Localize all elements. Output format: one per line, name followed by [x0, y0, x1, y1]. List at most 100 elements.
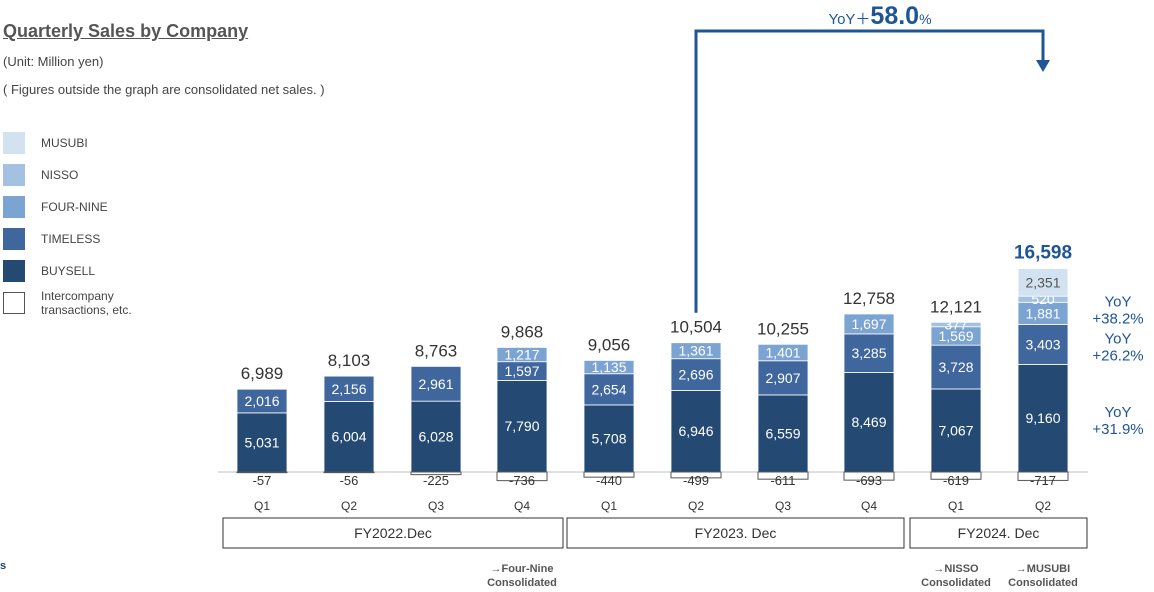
- legend-item-four-nine: FOUR-NINE: [3, 191, 161, 223]
- footnote-line1: →Four-Nine: [491, 563, 554, 575]
- bar-value-label: 2,156: [331, 381, 366, 397]
- legend-swatch-musubi: [3, 132, 25, 154]
- bar-value-label: 6,559: [765, 425, 800, 441]
- bar-value-label: 2,351: [1025, 274, 1060, 290]
- bar-intercompany: [496, 471, 548, 482]
- category-label: Q4: [861, 499, 877, 513]
- category-label: Q1: [948, 499, 964, 513]
- yoy-series-label-line1: YoY: [1105, 330, 1132, 347]
- bar-segment: [496, 347, 548, 363]
- intercompany-value-label: -56: [340, 473, 359, 488]
- bar-value-label: 6,028: [418, 429, 453, 445]
- bar-value-label: 7,790: [504, 418, 539, 434]
- bar-segment: [843, 313, 895, 335]
- bar-segment: [410, 365, 462, 402]
- legend-item-nisso: NISSO: [3, 159, 161, 191]
- bar-segment: [757, 360, 809, 396]
- footnote-line2: Consolidated: [921, 577, 991, 589]
- total-label: 12,758: [843, 289, 895, 308]
- bar-value-label: 1,597: [504, 363, 539, 379]
- category-label: Q2: [688, 499, 704, 513]
- legend-label-timeless: TIMELESS: [41, 232, 101, 246]
- legend-item-timeless: TIMELESS: [3, 223, 161, 255]
- bar-intercompany: [1017, 471, 1069, 481]
- legend-swatch-nisso: [3, 164, 25, 186]
- bar-intercompany: [757, 471, 809, 480]
- fiscal-year-label: FY2022.Dec: [354, 525, 432, 541]
- fiscal-year-box: [909, 517, 1088, 549]
- bar-segment: [930, 321, 982, 328]
- bar-intercompany: [410, 471, 462, 476]
- bar-value-label: 3,728: [938, 359, 973, 375]
- yoy-connector-line: [694, 29, 1045, 313]
- bar-segment: [583, 360, 635, 375]
- total-label: 9,868: [501, 322, 544, 341]
- bar-value-label: 2,016: [244, 393, 279, 409]
- bar-segment: [757, 343, 809, 362]
- yoy-connector-arrow: [1036, 60, 1050, 72]
- fiscal-year-box: [222, 517, 564, 549]
- bar-value-label: 1,217: [504, 347, 539, 363]
- category-label: Q3: [775, 499, 791, 513]
- category-label: Q2: [1035, 499, 1051, 513]
- category-label: Q4: [514, 499, 530, 513]
- intercompany-value-label: -57: [253, 473, 272, 488]
- bar-value-label: 7,067: [938, 422, 973, 438]
- fiscal-year-label: FY2024. Dec: [958, 525, 1040, 541]
- category-label: Q2: [341, 499, 357, 513]
- legend-label-nisso: NISSO: [41, 168, 79, 182]
- footnote-line1: →NISSO: [933, 563, 979, 575]
- bar-value-label: 3,403: [1025, 336, 1060, 352]
- fiscal-year-box: [566, 517, 905, 549]
- intercompany-value-label: -499: [683, 473, 709, 488]
- bar-value-label: 6,004: [331, 429, 366, 445]
- category-label: Q3: [428, 499, 444, 513]
- intercompany-value-label: -619: [943, 473, 969, 488]
- legend-item-buysell: BUYSELL: [3, 255, 161, 287]
- bar-value-label: 1,401: [765, 345, 800, 361]
- legend-swatch-four-nine: [3, 196, 25, 218]
- bar-segment: [583, 373, 635, 406]
- bar-segment: [670, 389, 722, 473]
- legend: MUSUBI NISSO FOUR-NINE TIMELESS BUYSELL …: [3, 127, 161, 319]
- intercompany-value-label: -611: [770, 473, 795, 488]
- legend-swatch-buysell: [3, 260, 25, 282]
- total-label: 12,121: [930, 297, 982, 316]
- bar-segment: [757, 394, 809, 473]
- figures-note: ( Figures outside the graph are consolid…: [3, 82, 325, 97]
- bar-value-label: 377: [944, 317, 968, 333]
- yoy-series-label-line2: +31.9%: [1092, 421, 1143, 438]
- intercompany-value-label: -693: [856, 473, 882, 488]
- intercompany-value-label: -225: [423, 473, 449, 488]
- bar-intercompany: [930, 471, 982, 480]
- yoy-series-label-line2: +38.2%: [1092, 310, 1143, 327]
- intercompany-value-label: -736: [509, 473, 535, 488]
- bar-value-label: 2,696: [678, 367, 713, 383]
- yoy-series-label-line2: +26.2%: [1092, 347, 1143, 364]
- bar-intercompany: [843, 471, 895, 481]
- bar-value-label: 1,697: [851, 316, 886, 332]
- bar-segment: [1017, 363, 1069, 473]
- bar-value-label: 1,361: [678, 343, 713, 359]
- bar-intercompany: [323, 471, 375, 474]
- footnote-line2: Consolidated: [487, 577, 557, 589]
- legend-label-intercompany: Intercompany transactions, etc.: [41, 289, 132, 317]
- footnote-line2: Consolidated: [1008, 577, 1078, 589]
- total-label: 8,103: [328, 351, 371, 370]
- total-label: 8,763: [415, 341, 458, 360]
- bar-value-label: 3,285: [851, 345, 886, 361]
- bar-intercompany: [670, 471, 722, 479]
- bar-value-label: 1,135: [591, 359, 626, 375]
- bar-value-label: 8,469: [851, 414, 886, 430]
- legend-swatch-intercompany: [3, 292, 25, 314]
- bar-segment: [1017, 323, 1069, 365]
- bar-value-label: 2,961: [418, 376, 453, 392]
- bar-segment: [930, 388, 982, 473]
- page-mark: s: [0, 560, 7, 572]
- category-label: Q1: [254, 499, 270, 513]
- bar-value-label: 5,708: [591, 430, 626, 446]
- category-label: Q1: [601, 499, 617, 513]
- intercompany-value-label: -440: [596, 473, 622, 488]
- intercompany-value-label: -717: [1030, 473, 1056, 488]
